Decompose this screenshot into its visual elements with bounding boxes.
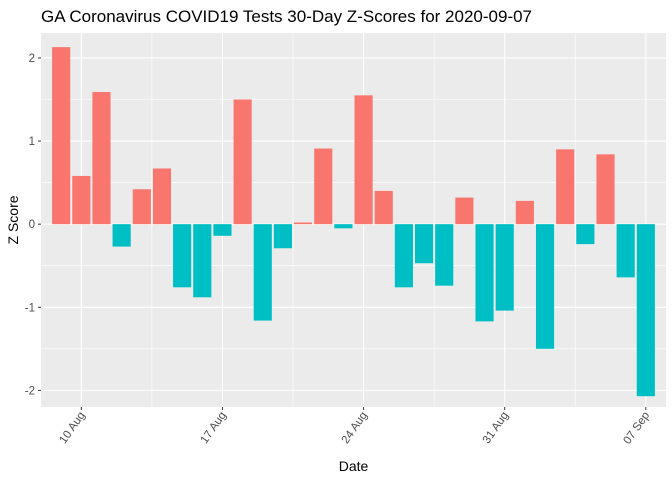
bar — [374, 190, 393, 225]
bar — [193, 224, 212, 298]
bar — [495, 224, 514, 311]
bar — [556, 149, 575, 225]
bar — [475, 224, 494, 322]
bar — [273, 224, 293, 249]
x-tick-label: 17 Aug — [199, 410, 229, 446]
bar — [576, 224, 595, 245]
bar — [233, 99, 252, 225]
bar — [173, 224, 192, 288]
bar — [596, 154, 615, 225]
bar — [253, 224, 272, 321]
bar — [455, 197, 474, 225]
bar — [414, 224, 434, 264]
bar — [213, 224, 232, 236]
y-axis-title: Z Score — [5, 195, 21, 244]
bar — [435, 224, 454, 286]
bar — [616, 224, 635, 278]
y-tick-label: -2 — [25, 385, 35, 397]
bar — [636, 224, 655, 397]
x-tick-label: 07 Sep — [622, 410, 653, 447]
x-tick-label: 10 Aug — [57, 410, 87, 446]
bar — [334, 224, 353, 229]
bars — [52, 47, 655, 397]
bar — [354, 95, 373, 225]
bar — [72, 175, 91, 225]
bar — [52, 47, 71, 225]
bar — [152, 168, 172, 225]
chart-title: GA Coronavirus COVID19 Tests 30-Day Z-Sc… — [41, 7, 532, 26]
x-axis-title: Date — [339, 458, 369, 474]
bar — [294, 222, 313, 225]
bar — [314, 148, 333, 225]
y-tick-label: -1 — [25, 302, 35, 314]
y-tick-label: 1 — [29, 136, 35, 148]
bar — [515, 200, 534, 225]
bar — [112, 224, 131, 247]
x-tick-label: 31 Aug — [481, 410, 511, 446]
bar — [394, 224, 413, 288]
bar — [535, 224, 555, 349]
x-axis-ticks: 10 Aug 17 Aug 24 Aug 31 Aug 07 Sep — [57, 407, 652, 447]
bar — [132, 189, 151, 225]
y-tick-label: 0 — [29, 219, 35, 231]
bar — [92, 92, 111, 225]
y-tick-label: 2 — [29, 53, 35, 65]
y-axis-ticks: -2 -1 0 1 2 — [25, 53, 41, 397]
x-tick-label: 24 Aug — [340, 410, 370, 446]
